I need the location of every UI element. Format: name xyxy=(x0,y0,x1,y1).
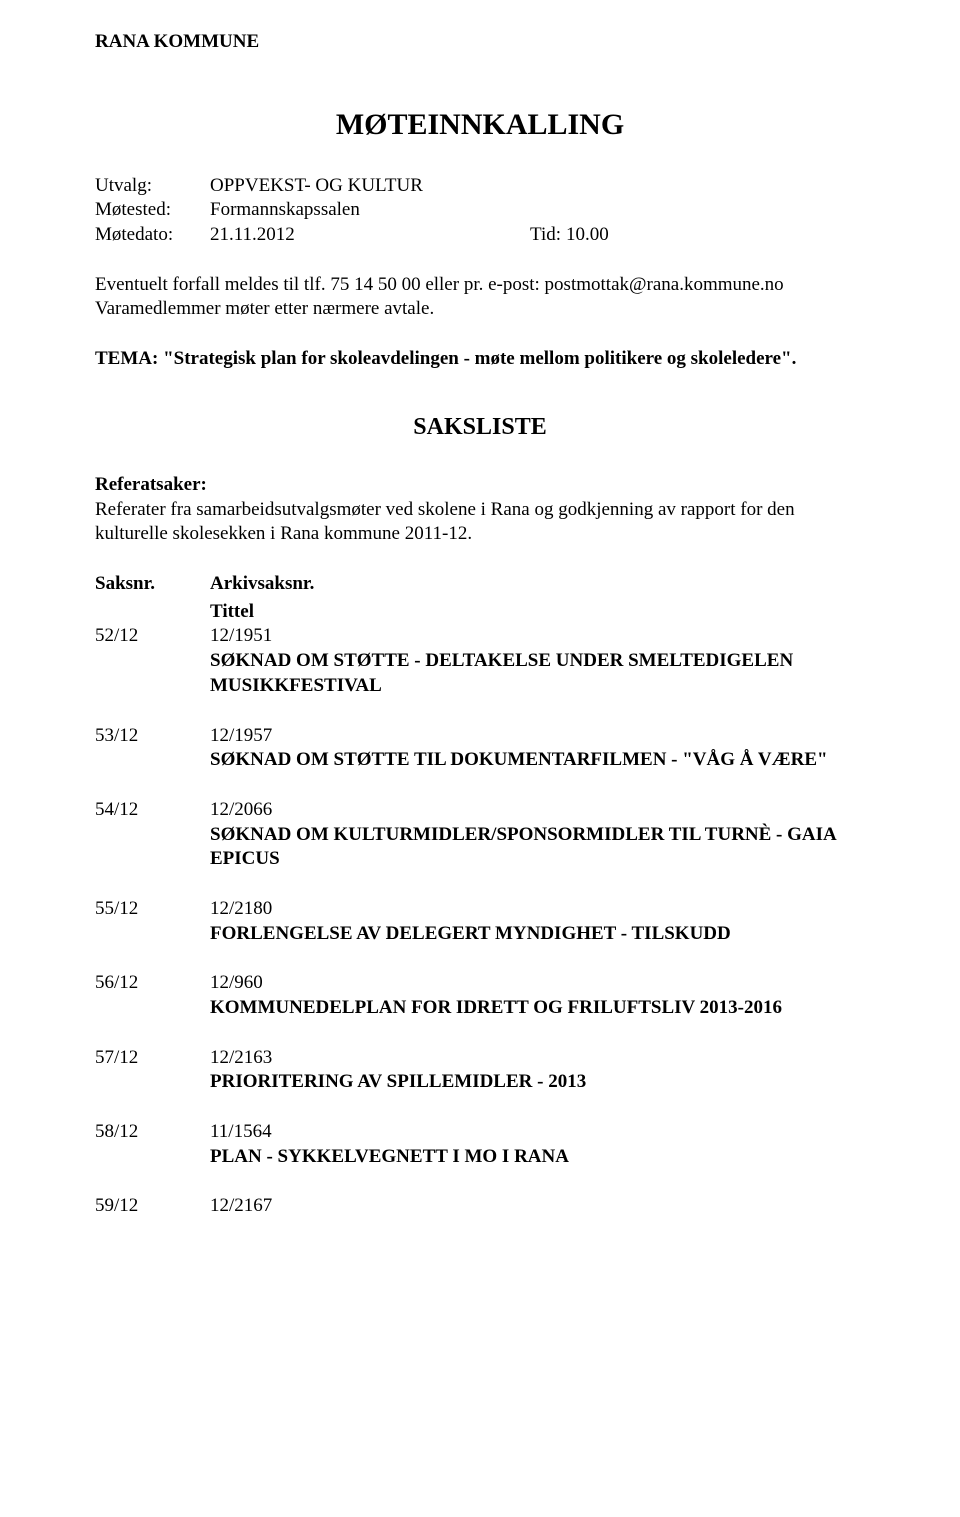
tid-label: Tid: xyxy=(530,223,561,248)
notice-section: Eventuelt forfall meldes til tlf. 75 14 … xyxy=(95,273,865,322)
header-saksnr: Saksnr. xyxy=(95,572,210,597)
case-item: 58/1211/1564PLAN - SYKKELVEGNETT I MO I … xyxy=(95,1120,865,1169)
case-item: 52/1212/1951SØKNAD OM STØTTE - DELTAKELS… xyxy=(95,624,865,698)
case-item: 59/1212/2167 xyxy=(95,1194,865,1219)
saksliste-title: SAKSLISTE xyxy=(95,412,865,443)
case-arkiv: 12/2163 xyxy=(210,1046,865,1071)
case-content: 11/1564PLAN - SYKKELVEGNETT I MO I RANA xyxy=(210,1120,865,1169)
case-saksnr: 53/12 xyxy=(95,724,210,773)
case-title: SØKNAD OM STØTTE TIL DOKUMENTARFILMEN - … xyxy=(210,748,865,773)
motested-row: Møtested: Formannskapssalen xyxy=(95,198,865,223)
case-saksnr: 54/12 xyxy=(95,798,210,872)
case-item: 55/1212/2180FORLENGELSE AV DELEGERT MYND… xyxy=(95,897,865,946)
motedato-row: Møtedato: 21.11.2012 Tid: 10.00 xyxy=(95,223,865,248)
tema-section: TEMA: "Strategisk plan for skoleavdeling… xyxy=(95,347,865,372)
utvalg-label: Utvalg: xyxy=(95,174,210,199)
case-header-row: Saksnr. Arkivsaksnr. xyxy=(95,572,865,597)
case-saksnr: 52/12 xyxy=(95,624,210,698)
motested-value: Formannskapssalen xyxy=(210,198,865,223)
case-saksnr: 58/12 xyxy=(95,1120,210,1169)
tid-value: 10.00 xyxy=(566,223,609,248)
case-title: PRIORITERING AV SPILLEMIDLER - 2013 xyxy=(210,1070,865,1095)
cases-list: 52/1212/1951SØKNAD OM STØTTE - DELTAKELS… xyxy=(95,624,865,1219)
case-saksnr: 56/12 xyxy=(95,971,210,1020)
referatsaker-label: Referatsaker: xyxy=(95,473,865,498)
meeting-info-section: Utvalg: OPPVEKST- OG KULTUR Møtested: Fo… xyxy=(95,174,865,248)
case-title: KOMMUNEDELPLAN FOR IDRETT OG FRILUFTSLIV… xyxy=(210,996,865,1021)
motested-label: Møtested: xyxy=(95,198,210,223)
case-item: 56/1212/960KOMMUNEDELPLAN FOR IDRETT OG … xyxy=(95,971,865,1020)
case-arkiv: 12/2167 xyxy=(210,1194,865,1219)
organization-name: RANA KOMMUNE xyxy=(95,30,865,55)
main-title: MØTEINNKALLING xyxy=(95,105,865,144)
notice-line2: Varamedlemmer møter etter nærmere avtale… xyxy=(95,297,865,322)
case-content: 12/1951SØKNAD OM STØTTE - DELTAKELSE UND… xyxy=(210,624,865,698)
header-tittel: Tittel xyxy=(210,600,865,625)
case-arkiv: 12/2066 xyxy=(210,798,865,823)
referatsaker-text: Referater fra samarbeidsutvalgsmøter ved… xyxy=(95,498,865,547)
case-item: 53/1212/1957SØKNAD OM STØTTE TIL DOKUMEN… xyxy=(95,724,865,773)
case-content: 12/1957SØKNAD OM STØTTE TIL DOKUMENTARFI… xyxy=(210,724,865,773)
case-content: 12/2066SØKNAD OM KULTURMIDLER/SPONSORMID… xyxy=(210,798,865,872)
case-title: FORLENGELSE AV DELEGERT MYNDIGHET - TILS… xyxy=(210,922,865,947)
case-arkiv: 12/2180 xyxy=(210,897,865,922)
case-title: SØKNAD OM KULTURMIDLER/SPONSORMIDLER TIL… xyxy=(210,823,865,872)
case-item: 54/1212/2066SØKNAD OM KULTURMIDLER/SPONS… xyxy=(95,798,865,872)
case-content: 12/2180FORLENGELSE AV DELEGERT MYNDIGHET… xyxy=(210,897,865,946)
motedato-value: 21.11.2012 xyxy=(210,223,530,248)
case-content: 12/2167 xyxy=(210,1194,865,1219)
case-arkiv: 12/960 xyxy=(210,971,865,996)
motedato-label: Møtedato: xyxy=(95,223,210,248)
referatsaker-section: Referatsaker: Referater fra samarbeidsut… xyxy=(95,473,865,547)
utvalg-value: OPPVEKST- OG KULTUR xyxy=(210,174,865,199)
case-saksnr: 55/12 xyxy=(95,897,210,946)
case-title: SØKNAD OM STØTTE - DELTAKELSE UNDER SMEL… xyxy=(210,649,865,698)
case-title: PLAN - SYKKELVEGNETT I MO I RANA xyxy=(210,1145,865,1170)
tema-label: TEMA: xyxy=(95,348,163,369)
case-arkiv: 12/1951 xyxy=(210,624,865,649)
case-arkiv: 12/1957 xyxy=(210,724,865,749)
utvalg-row: Utvalg: OPPVEKST- OG KULTUR xyxy=(95,174,865,199)
notice-line1: Eventuelt forfall meldes til tlf. 75 14 … xyxy=(95,273,865,298)
tema-text: "Strategisk plan for skoleavdelingen - m… xyxy=(163,348,796,369)
header-arkiv: Arkivsaksnr. xyxy=(210,572,865,597)
case-saksnr: 59/12 xyxy=(95,1194,210,1219)
case-saksnr: 57/12 xyxy=(95,1046,210,1095)
case-content: 12/960KOMMUNEDELPLAN FOR IDRETT OG FRILU… xyxy=(210,971,865,1020)
case-item: 57/1212/2163PRIORITERING AV SPILLEMIDLER… xyxy=(95,1046,865,1095)
case-arkiv: 11/1564 xyxy=(210,1120,865,1145)
case-content: 12/2163PRIORITERING AV SPILLEMIDLER - 20… xyxy=(210,1046,865,1095)
